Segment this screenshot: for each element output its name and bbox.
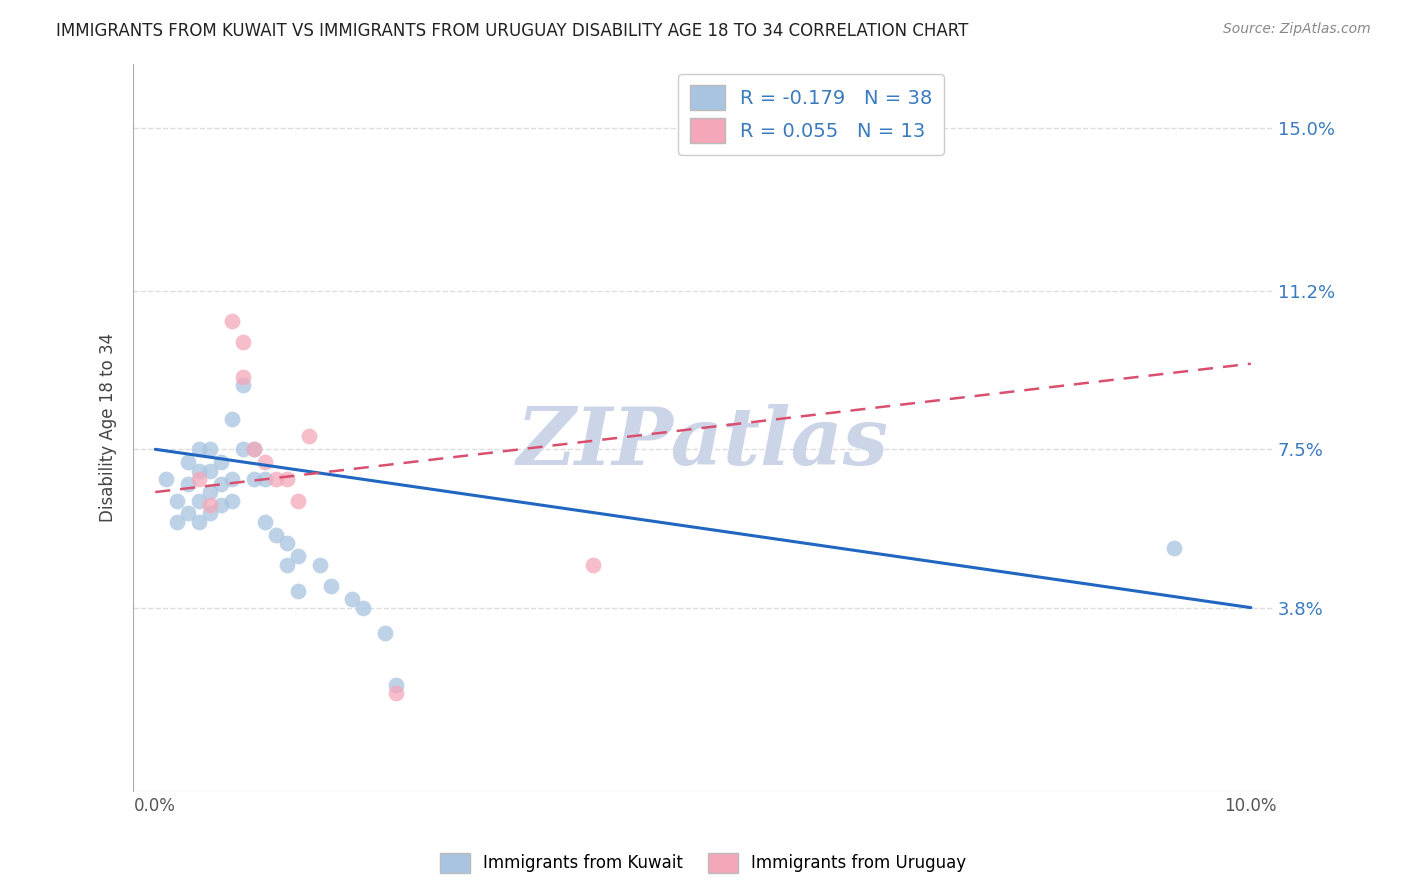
Text: ZIPatlas: ZIPatlas (517, 404, 889, 481)
Point (374, 626, 396, 640)
Y-axis label: Disability Age 18 to 34: Disability Age 18 to 34 (100, 334, 117, 523)
Point (221, 472, 243, 486)
Point (287, 493, 309, 508)
Point (198, 498, 221, 512)
Text: Source: ZipAtlas.com: Source: ZipAtlas.com (1223, 22, 1371, 37)
Point (188, 493, 211, 508)
Point (298, 429, 321, 443)
Point (177, 476, 200, 491)
Point (253, 472, 276, 486)
Point (166, 515, 188, 529)
Text: IMMIGRANTS FROM KUWAIT VS IMMIGRANTS FROM URUGUAY DISABILITY AGE 18 TO 34 CORREL: IMMIGRANTS FROM KUWAIT VS IMMIGRANTS FRO… (56, 22, 969, 40)
Point (352, 600, 374, 615)
Point (221, 314, 243, 328)
Point (221, 412, 243, 426)
Point (287, 583, 309, 598)
Point (198, 442, 221, 457)
Point (319, 579, 342, 593)
Point (276, 558, 298, 572)
Point (342, 592, 364, 607)
Point (1163, 541, 1185, 555)
Point (188, 442, 211, 457)
Point (253, 515, 276, 529)
Point (264, 528, 287, 542)
Point (166, 493, 188, 508)
Point (243, 472, 266, 486)
Point (308, 558, 330, 572)
Point (188, 464, 211, 478)
Point (198, 485, 221, 500)
Point (177, 455, 200, 469)
Point (209, 455, 232, 469)
Point (209, 498, 232, 512)
Point (155, 472, 177, 486)
Point (385, 678, 408, 692)
Point (243, 442, 266, 457)
Point (221, 493, 243, 508)
Point (276, 472, 298, 486)
Point (232, 442, 254, 457)
Point (253, 455, 276, 469)
Point (232, 369, 254, 384)
Point (276, 536, 298, 550)
Point (385, 686, 408, 700)
Point (264, 472, 287, 486)
Point (287, 549, 309, 564)
Point (232, 378, 254, 392)
Point (232, 335, 254, 350)
Point (209, 476, 232, 491)
Point (198, 507, 221, 521)
Legend: Immigrants from Kuwait, Immigrants from Uruguay: Immigrants from Kuwait, Immigrants from … (433, 847, 973, 880)
Point (582, 558, 605, 572)
Legend: R = -0.179   N = 38, R = 0.055   N = 13: R = -0.179 N = 38, R = 0.055 N = 13 (678, 74, 943, 155)
Point (188, 515, 211, 529)
Point (198, 464, 221, 478)
Point (188, 472, 211, 486)
Point (177, 507, 200, 521)
Point (243, 442, 266, 457)
